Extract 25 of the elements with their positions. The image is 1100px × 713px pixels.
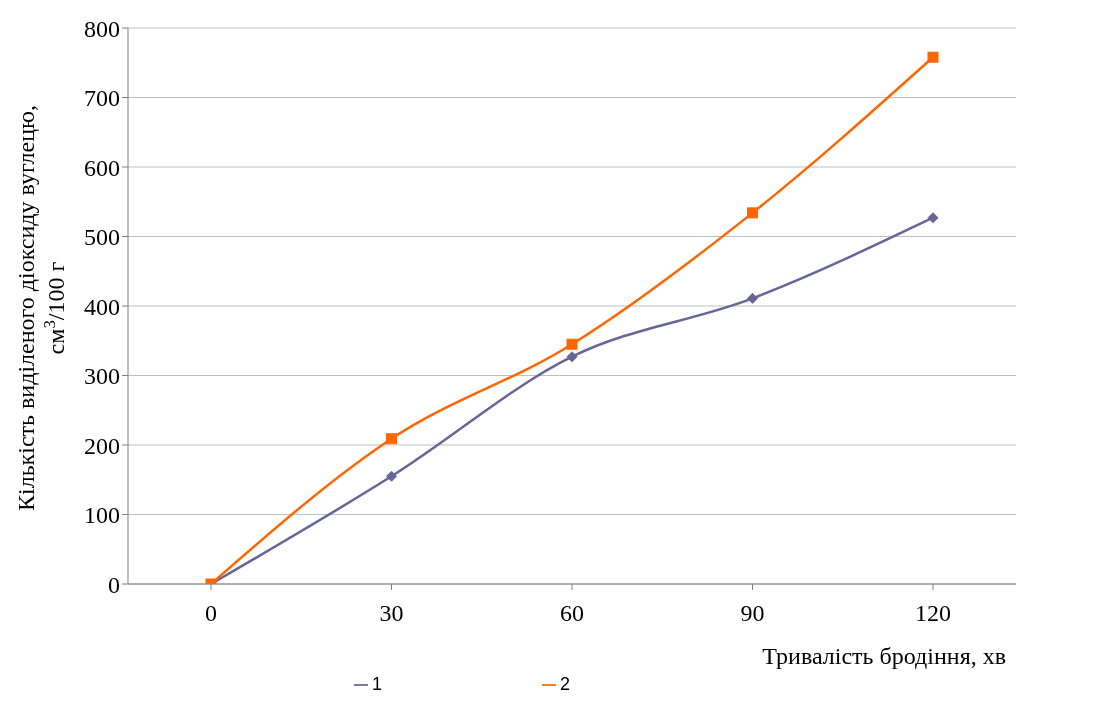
y-tick-label: 300 <box>84 363 120 390</box>
legend-label: 2 <box>560 674 571 694</box>
x-tick-label: 120 <box>915 600 951 627</box>
point <box>566 351 578 363</box>
x-axis-title: Тривалість бродіння, хв <box>762 643 1006 669</box>
point <box>747 292 758 304</box>
point <box>927 212 939 224</box>
x-tick-label: 0 <box>205 600 217 627</box>
y-tick-label: 200 <box>84 432 120 459</box>
x-tick-label: 30 <box>379 600 404 627</box>
x-tick-label: 90 <box>740 600 765 627</box>
point <box>747 207 758 219</box>
point <box>386 470 397 482</box>
point <box>566 338 578 350</box>
point <box>386 433 397 445</box>
y-tick-label: 700 <box>84 85 120 112</box>
y-tick-label: 100 <box>84 502 120 529</box>
y-tick-label: 0 <box>108 571 120 598</box>
y-tick-label: 400 <box>84 293 120 320</box>
x-tick-label: 60 <box>560 600 584 627</box>
legend-label: 1 <box>371 674 382 694</box>
y-tick-label: 600 <box>84 154 120 181</box>
point <box>927 51 939 63</box>
y-tick-label: 500 <box>84 224 120 251</box>
y-tick-label: 800 <box>84 15 120 42</box>
